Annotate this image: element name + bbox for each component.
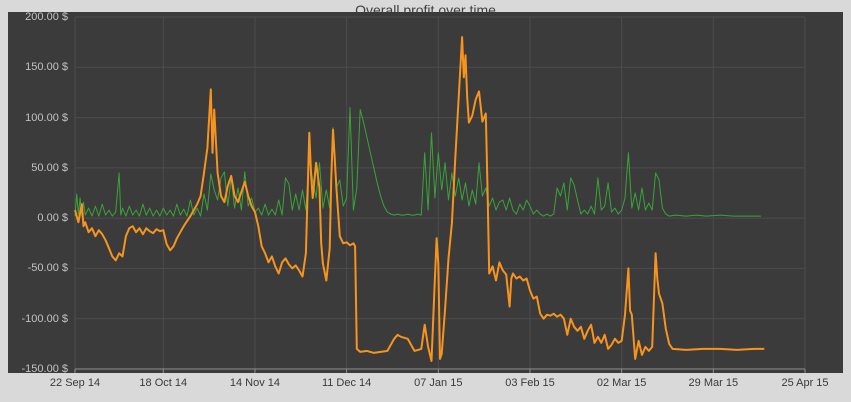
x-axis-label: 25 Apr 15 (781, 377, 829, 389)
y-axis-label: -50.00 $ (27, 262, 68, 275)
y-axis-label: 100.00 $ (25, 111, 68, 124)
x-axis-label: 07 Jan 15 (414, 377, 463, 389)
y-axis-label: -150.00 $ (21, 363, 68, 375)
y-axis-label: 200.00 $ (25, 11, 68, 23)
y-axis-label: 0.00 $ (37, 212, 68, 225)
x-axis-label: 11 Dec 14 (321, 377, 372, 389)
x-axis-label: 03 Feb 15 (505, 377, 555, 389)
green-series-line (74, 107, 761, 217)
y-axis-label: 50.00 $ (31, 161, 68, 174)
orange-series-line (74, 36, 765, 362)
x-axis-label: 29 Mar 15 (688, 377, 739, 389)
y-axis-label: 150.00 $ (25, 61, 68, 74)
x-axis-labels: 22 Sep 14 18 Oct 14 14 Nov 14 11 Dec 14 07 J… (0, 377, 851, 395)
x-axis-label: 02 Mar 15 (596, 377, 647, 389)
x-axis-label: 22 Sep 14 (49, 377, 101, 389)
chart-panel: 200.00 $ 150.00 $ 100.00 $ 50.00 $ 0.00 $ -50… (8, 11, 843, 375)
plot-area (74, 16, 806, 373)
x-axis-label: 18 Oct 14 (139, 377, 188, 389)
y-axis-label: -100.00 $ (21, 312, 68, 325)
x-axis-label: 14 Nov 14 (229, 377, 281, 389)
